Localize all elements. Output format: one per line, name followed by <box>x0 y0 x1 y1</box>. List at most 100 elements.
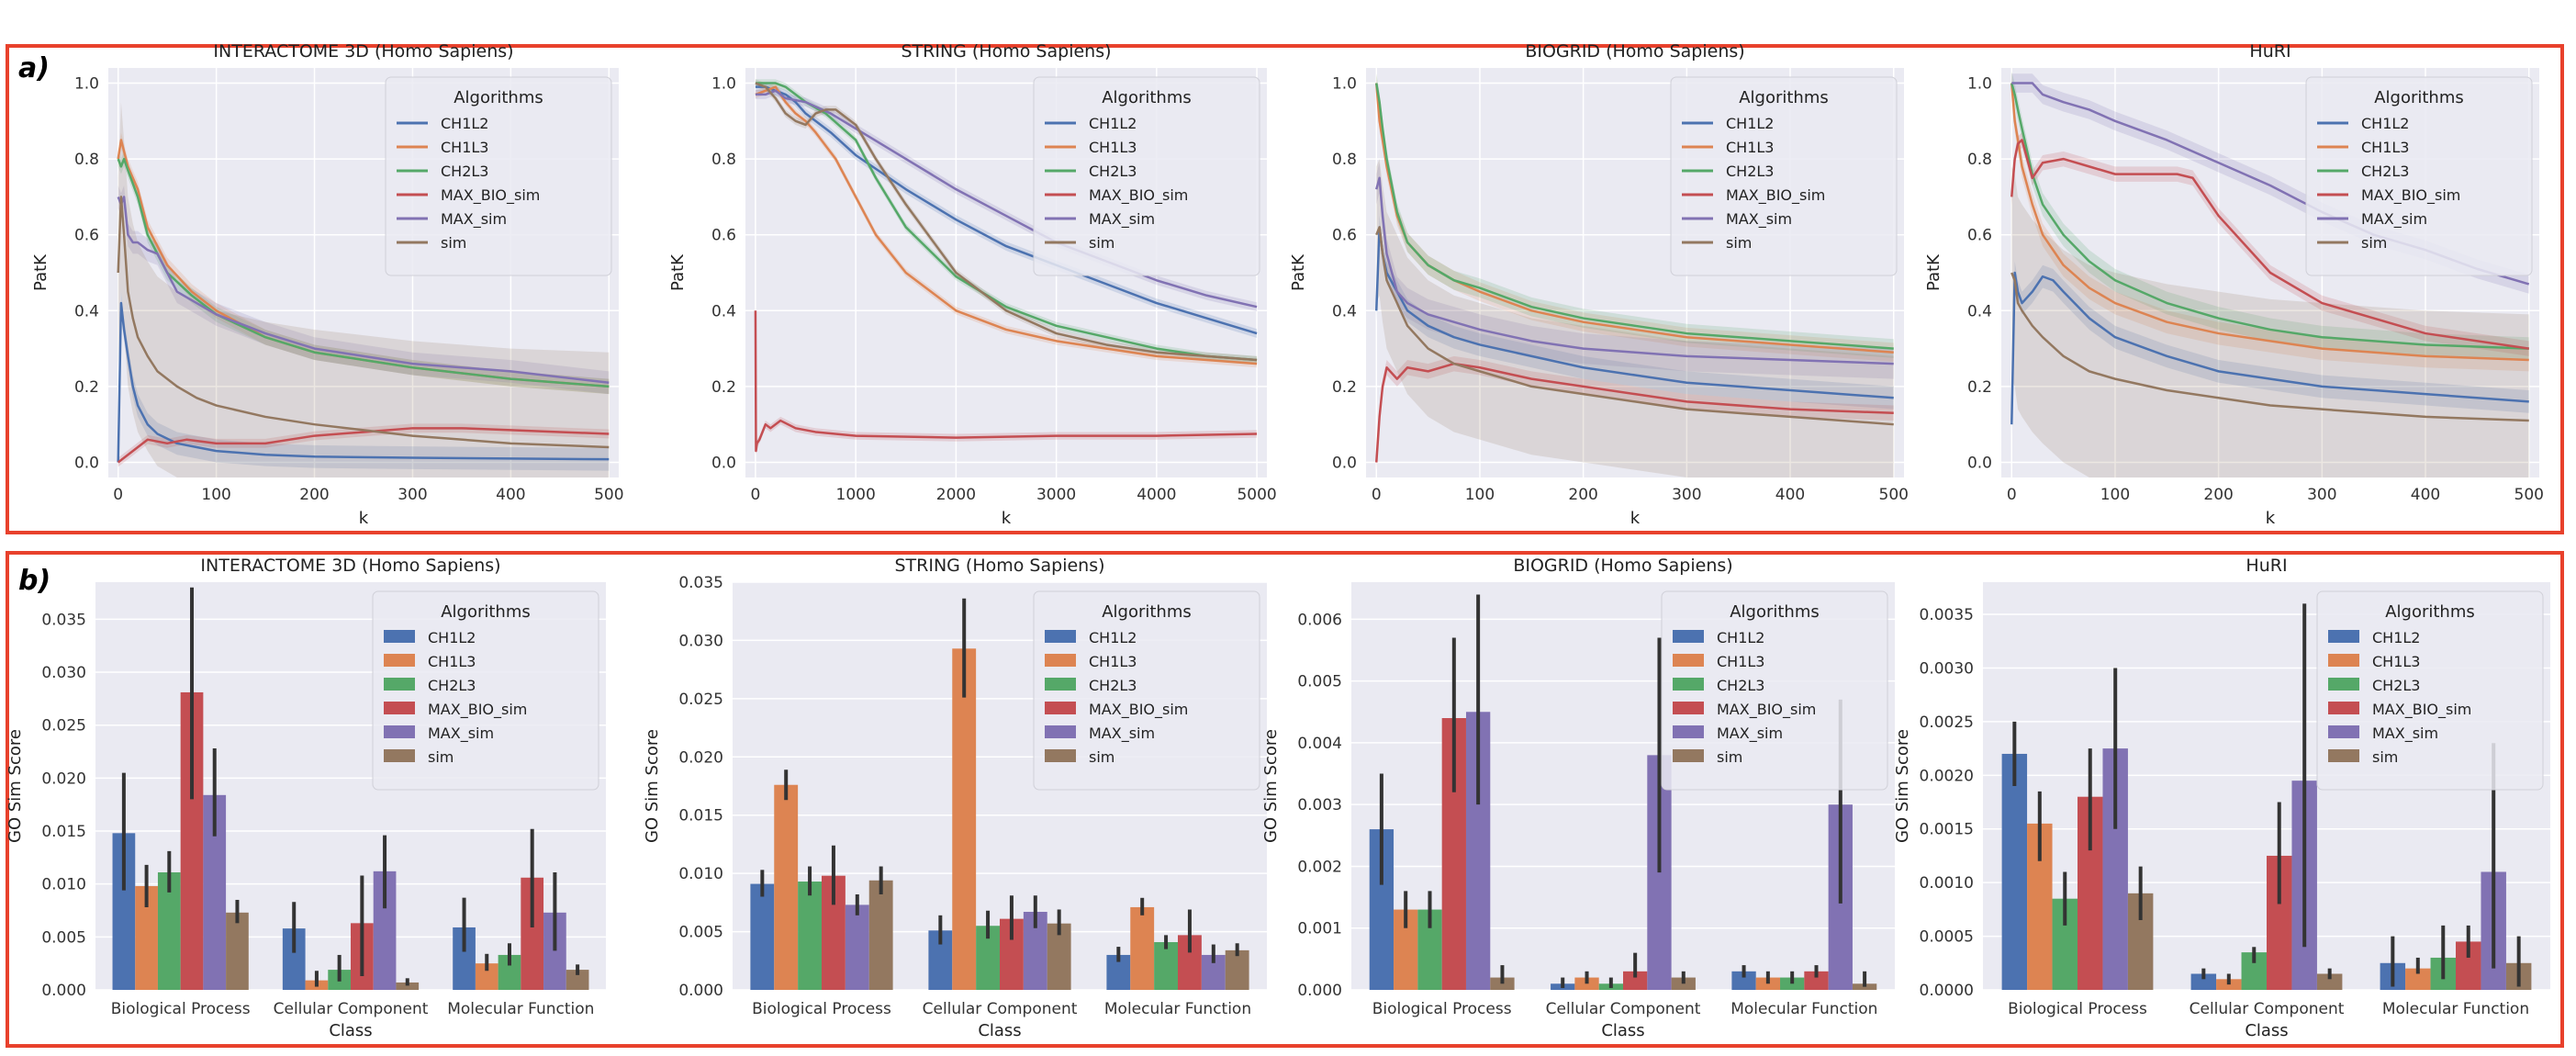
legend-swatch-CH1L2 <box>384 630 415 643</box>
legend-swatch-MAX_sim <box>2328 725 2359 738</box>
y-tick-label: 0.005 <box>1297 673 1342 691</box>
x-tick-label: Molecular Function <box>1104 1000 1251 1018</box>
y-tick-label: 0.001 <box>1297 920 1342 938</box>
y-axis-label: GO Sim Score <box>1261 729 1281 843</box>
legend-swatch-CH1L3 <box>1045 654 1076 667</box>
y-axis-label: GO Sim Score <box>643 729 662 843</box>
legend-swatch-CH1L3 <box>384 654 415 667</box>
y-tick-label: 0.035 <box>678 574 723 592</box>
legend-label-MAX_BIO_sim: MAX_BIO_sim <box>1089 701 1188 719</box>
legend-label-CH1L2: CH1L2 <box>1726 115 1774 132</box>
x-tick-label: 3000 <box>1036 486 1076 504</box>
x-tick-label: 200 <box>2203 486 2233 504</box>
legend-label-CH1L3: CH1L3 <box>2361 139 2409 156</box>
legend-label-CH2L3: CH2L3 <box>1089 677 1137 694</box>
legend-swatch-sim <box>2328 749 2359 762</box>
y-tick-label: 0.8 <box>74 151 99 169</box>
legend-label-MAX_sim: MAX_sim <box>441 210 507 229</box>
y-tick-label: 0.005 <box>41 928 86 947</box>
legend-label-CH1L3: CH1L3 <box>1726 139 1774 156</box>
y-axis-label: PatK <box>668 253 688 291</box>
legend-label-CH1L3: CH1L3 <box>428 653 476 670</box>
legend-swatch-CH2L3 <box>1673 678 1704 691</box>
series-line-sim <box>755 82 1258 362</box>
x-tick-label: Cellular Component <box>2190 1000 2345 1018</box>
y-axis-label: GO Sim Score <box>6 729 25 843</box>
y-tick-label: 0.4 <box>711 302 736 320</box>
legend-label-sim: sim <box>1726 234 1752 252</box>
chart-title: STRING (Homo Sapiens) <box>894 556 1104 576</box>
x-tick-label: Biological Process <box>752 1000 891 1018</box>
chart-title: STRING (Homo Sapiens) <box>901 41 1111 62</box>
y-tick-label: 0.002 <box>1297 858 1342 876</box>
x-axis-label: Class <box>2245 1021 2288 1040</box>
y-tick-label: 0.035 <box>41 611 86 629</box>
bar-chart-4: 0.000 0.005 0.010 0.015 0.020 0.025 0.030 0.035… <box>6 556 606 1040</box>
legend-swatch-CH2L3 <box>1045 678 1076 691</box>
y-tick-label: 0.2 <box>74 378 99 397</box>
bar-CH1L2 <box>2190 973 2217 990</box>
y-tick-label: 0.010 <box>678 865 723 883</box>
bar-CH1L2 <box>750 883 775 990</box>
y-tick-label: 0.2 <box>1967 378 1992 397</box>
bar-sim <box>396 982 420 990</box>
y-tick-label: 0.0000 <box>1920 982 1974 1000</box>
legend-label-sim: sim <box>2372 748 2398 766</box>
legend-label-MAX_BIO_sim: MAX_BIO_sim <box>2361 186 2460 205</box>
y-axis-label: GO Sim Score <box>1893 729 1912 843</box>
legend-label-CH1L3: CH1L3 <box>441 139 488 156</box>
legend-label-CH1L2: CH1L2 <box>1089 629 1137 646</box>
y-tick-label: 0.030 <box>41 664 86 682</box>
series-line-sim <box>2010 272 2529 422</box>
x-tick-label: 2000 <box>936 486 976 504</box>
y-tick-label: 0.020 <box>41 770 86 788</box>
legend-label-CH2L3: CH2L3 <box>2361 163 2409 180</box>
series-line-MAX_BIO_sim <box>754 310 1258 453</box>
y-tick-label: 0.0005 <box>1920 928 1974 947</box>
x-tick-label: 300 <box>398 486 427 504</box>
y-tick-label: 0.8 <box>711 151 736 169</box>
x-tick-label: Biological Process <box>1372 1000 1512 1018</box>
series-line-MAX_BIO_sim <box>117 427 610 464</box>
legend-swatch-MAX_BIO_sim <box>1673 702 1704 714</box>
legend-label-CH2L3: CH2L3 <box>1717 677 1764 694</box>
x-tick-label: 500 <box>1879 486 1909 504</box>
legend-title-1: Algorithms <box>1102 88 1192 107</box>
legend-label-CH1L2: CH1L2 <box>2372 629 2420 646</box>
y-tick-label: 0.4 <box>74 302 99 320</box>
confidence-band-sim <box>118 102 610 478</box>
legend-label-sim: sim <box>441 234 466 252</box>
line-chart-0: 0.0 0.2 0.4 0.6 0.8 1.0 0 100 200 300 400 500 INTERA… <box>31 41 624 528</box>
bar-CH2L3 <box>1154 941 1178 990</box>
legend-label-sim: sim <box>1089 748 1114 766</box>
legend-swatch-sim <box>1673 749 1704 762</box>
x-tick-label: 4000 <box>1137 486 1176 504</box>
series-line-MAX_sim <box>117 196 610 385</box>
bar-sim <box>2316 973 2343 990</box>
y-tick-label: 0.015 <box>41 823 86 841</box>
x-tick-label: 0 <box>1372 486 1382 504</box>
x-tick-label: 1000 <box>836 486 876 504</box>
y-tick-label: 0.0 <box>74 454 99 472</box>
y-tick-label: 0.8 <box>1332 151 1357 169</box>
bar-CH1L2 <box>2001 753 2028 990</box>
y-tick-label: 0.000 <box>1297 982 1342 1000</box>
legend-swatch-CH1L3 <box>1673 654 1704 667</box>
legend-swatch-MAX_sim <box>384 725 415 738</box>
x-tick-label: 100 <box>1465 486 1495 504</box>
legend-label-CH1L2: CH1L2 <box>428 629 476 646</box>
confidence-band-CH1L3 <box>118 132 610 395</box>
y-tick-label: 0.0035 <box>1920 606 1974 624</box>
legend-title-2: Algorithms <box>1739 88 1829 107</box>
y-tick-label: 0.030 <box>678 632 723 650</box>
y-tick-label: 0.8 <box>1967 151 1992 169</box>
x-tick-label: Cellular Component <box>923 1000 1078 1018</box>
legend-label-CH1L3: CH1L3 <box>2372 653 2420 670</box>
legend-swatch-CH2L3 <box>384 678 415 691</box>
legend-label-MAX_sim: MAX_sim <box>428 725 494 743</box>
y-tick-label: 0.006 <box>1297 611 1342 629</box>
legend-label-CH1L3: CH1L3 <box>1089 653 1137 670</box>
line-chart-2: 0.0 0.2 0.4 0.6 0.8 1.0 0 100 200 300 400 500 BIOGRI… <box>1289 41 1909 528</box>
y-axis-label: PatK <box>1289 253 1308 291</box>
